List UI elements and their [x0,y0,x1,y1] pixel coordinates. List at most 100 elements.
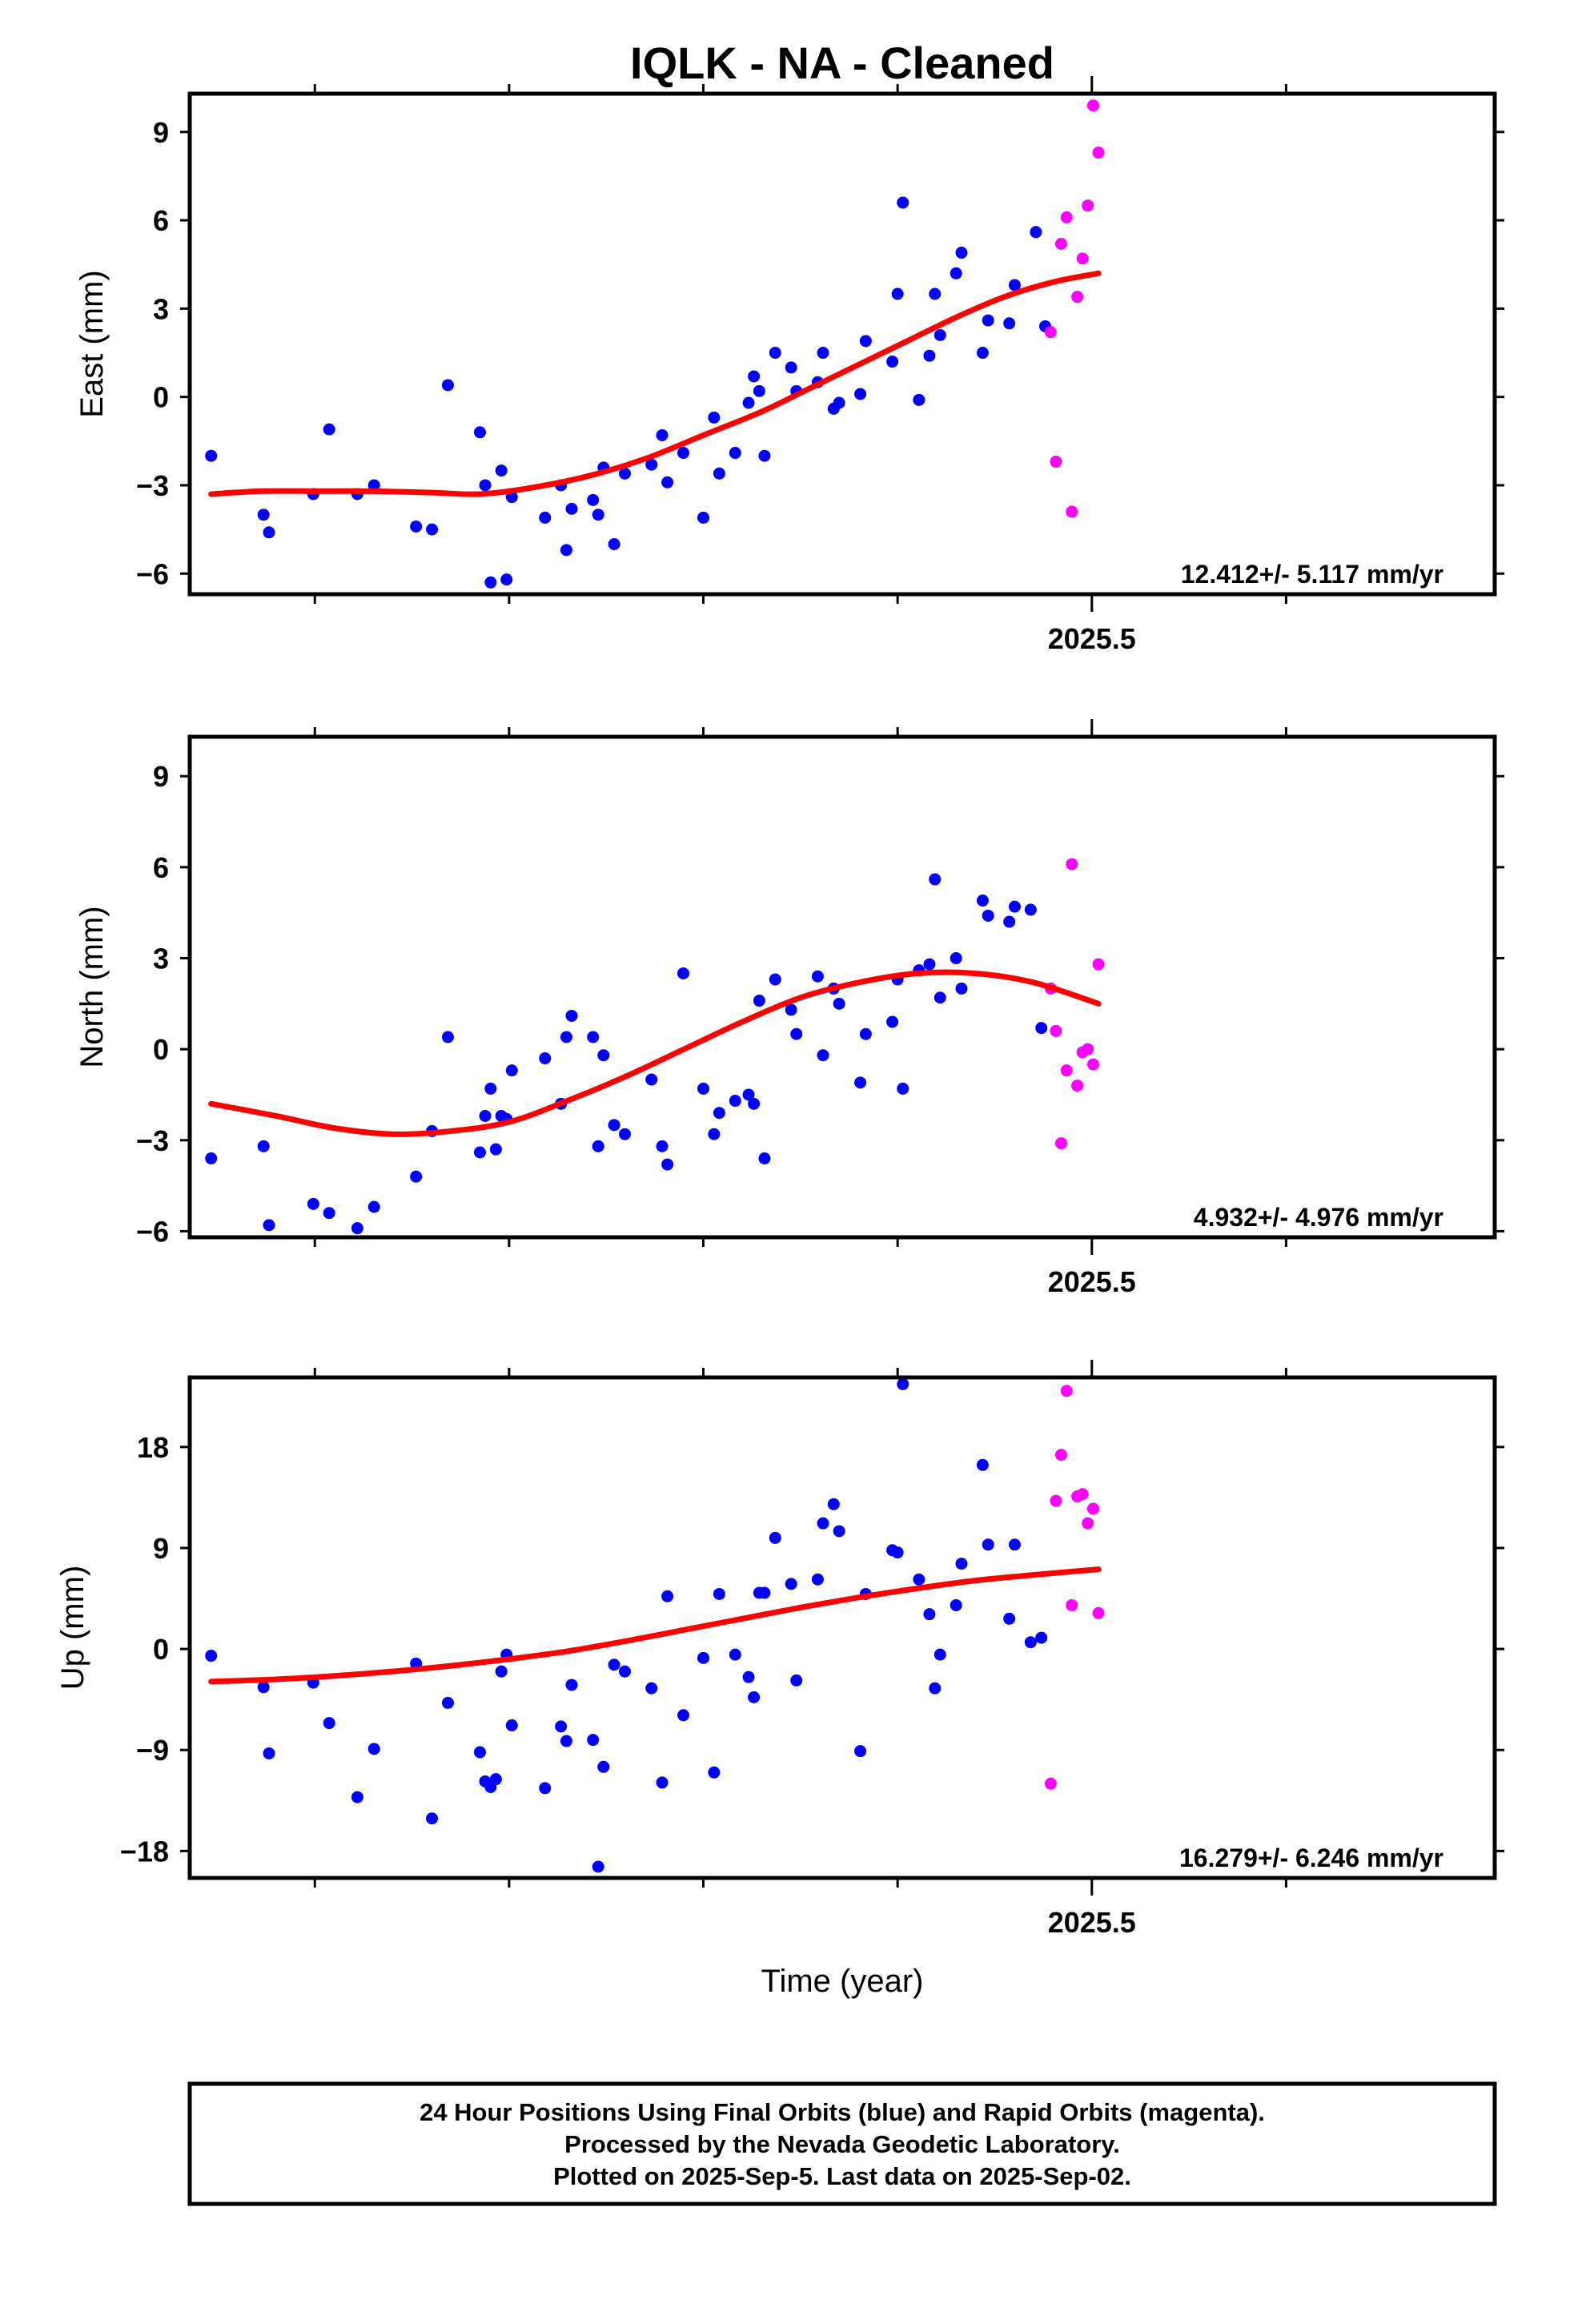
east-rapid-point [1076,252,1089,265]
up-rapid-point [1082,1517,1094,1530]
footer-line-1: 24 Hour Positions Using Final Orbits (bl… [420,2098,1265,2126]
east-final-point [410,520,423,533]
north-final-point [205,1152,218,1165]
east-final-point [426,523,439,536]
east-final-point [697,511,710,524]
east-ytick-label: 3 [153,292,169,325]
north-final-point [729,1095,741,1108]
east-final-point [257,509,270,521]
east-final-point [473,426,486,439]
north-ytick-label: 3 [153,943,169,975]
north-final-point [677,967,690,979]
east-rapid-point [1050,456,1062,468]
east-final-point [742,396,755,409]
north-plot-frame [187,734,1497,1240]
north-ytick-label: −6 [136,1215,169,1248]
north-final-point [934,991,946,1004]
north-final-point [367,1200,380,1213]
up-final-point [608,1659,620,1671]
east-final-point [854,388,867,400]
north-final-point [560,1031,572,1043]
east-final-point [565,502,578,515]
east-final-point [897,196,909,209]
north-final-point [833,997,845,1010]
up-ytick-label: −18 [120,1835,169,1868]
east-ytick-label: −6 [136,557,169,590]
north-final-point [307,1197,319,1210]
north-rapid-point [1092,958,1105,971]
up-final-point [950,1598,962,1611]
east-final-point [618,467,631,480]
up-final-point [205,1650,218,1663]
up-final-point [817,1517,829,1530]
up-final-point [929,1682,942,1695]
up-final-point [758,1586,771,1599]
up-final-point [934,1648,946,1661]
east-final-point [367,479,380,492]
footer-box: 24 Hour Positions Using Final Orbits (bl… [187,2081,1497,2206]
north-final-point [257,1140,270,1152]
up-final-point [697,1651,710,1664]
north-final-point [929,873,942,886]
up-velocity-label: 16.279+/- 6.246 mm/yr [1179,1844,1443,1872]
up-final-point [489,1773,502,1786]
up-final-point [441,1696,454,1709]
up-final-point [708,1766,721,1779]
x-axis-label: Time (year) [761,1964,924,1999]
up-final-point [677,1709,690,1722]
north-y-axis-label: North (mm) [74,906,110,1068]
up-final-point [505,1719,518,1731]
up-final-point [923,1608,936,1621]
up-final-point [748,1691,761,1703]
up-ytick-label: 18 [137,1431,169,1464]
north-final-point [661,1158,674,1171]
north-final-point [323,1207,335,1220]
footer-frame [187,2081,1497,2206]
east-final-point [608,538,620,550]
north-final-point [489,1143,502,1156]
up-rapid-point [1054,1449,1067,1462]
north-final-point [950,952,962,965]
up-final-point [1024,1636,1037,1649]
up-rapid-point [1076,1488,1089,1501]
east-final-point [833,396,845,409]
east-ytick-label: 6 [153,204,169,237]
up-final-point [495,1665,508,1678]
east-final-point [263,526,275,539]
up-final-point [565,1679,578,1691]
north-rapid-point [1071,1080,1084,1092]
up-final-point [263,1747,275,1759]
north-final-point [1024,903,1037,916]
north-final-point [713,1107,725,1120]
up-ytick-label: 9 [153,1532,169,1565]
up-final-point [1003,1612,1016,1625]
north-velocity-label: 4.932+/- 4.976 mm/yr [1194,1203,1443,1232]
east-final-point [500,573,513,586]
up-final-point [891,1546,904,1559]
up-final-point [257,1681,270,1694]
east-velocity-label: 12.412+/- 5.117 mm/yr [1181,560,1443,589]
up-y-axis-label: Up (mm) [55,1566,90,1691]
up-final-point [1035,1631,1048,1644]
north-final-point [656,1140,669,1152]
east-final-point [950,267,962,279]
up-points [205,1377,1105,1873]
north-final-point [1008,900,1021,913]
east-final-point [886,356,899,368]
north-final-point [645,1073,658,1086]
north-final-point [597,1049,610,1062]
east-final-point [560,544,572,557]
east-rapid-point [1082,199,1094,212]
up-ytick-label: 0 [153,1633,169,1666]
east-final-point [323,423,335,436]
east-final-point [539,511,552,524]
north-final-point [505,1064,518,1077]
east-final-point [929,287,942,300]
north-final-point [742,1088,755,1101]
east-rapid-point [1044,326,1057,339]
east-rapid-point [1060,211,1073,223]
east-rapid-point [1066,505,1078,518]
east-final-point [587,493,600,506]
north-final-point [811,970,824,983]
